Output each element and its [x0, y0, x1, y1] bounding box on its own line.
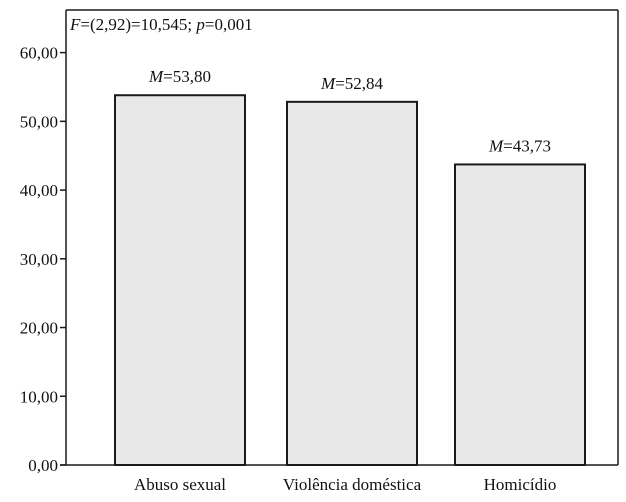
value-label-3: M=43,73 [488, 136, 551, 155]
bar-1 [114, 94, 246, 466]
bars [114, 94, 586, 467]
value-label-1: M=53,80 [148, 67, 211, 86]
category-label-2: Violência doméstica [283, 475, 422, 494]
y-tick-label-3: 30,00 [20, 250, 58, 269]
value-label-value: =43,73 [503, 136, 551, 155]
stats-part-3: =0,001 [205, 15, 253, 34]
y-tick-label-1: 10,00 [20, 387, 58, 406]
stats-part-1: =(2,92)=10,545; [80, 15, 196, 34]
value-label-prefix: M [320, 74, 336, 93]
value-label-prefix: M [148, 67, 164, 86]
plot-frame [66, 9, 619, 465]
value-label-prefix: M [488, 136, 504, 155]
y-tick-label-0: 0,00 [28, 456, 58, 475]
value-label-value: =53,80 [163, 67, 211, 86]
y-tick-label-5: 50,00 [20, 112, 58, 131]
bar-3 [454, 163, 586, 467]
value-label-2: M=52,84 [320, 74, 384, 93]
category-label-1: Abuso sexual [134, 475, 226, 494]
stats-part-0: F [69, 15, 81, 34]
category-label-3: Homicídio [484, 475, 557, 494]
stats-annotation: F=(2,92)=10,545; p=0,001 [69, 15, 253, 34]
y-tick-label-6: 60,00 [20, 44, 58, 63]
y-tick-label-2: 20,00 [20, 319, 58, 338]
y-tick-label-4: 40,00 [20, 181, 58, 200]
value-label-value: =52,84 [335, 74, 383, 93]
stats-part-2: p [195, 15, 205, 34]
bar-2 [286, 100, 418, 467]
y-axis: 0,00 10,00 20,00 30,00 40,00 50,00 60,00 [20, 10, 618, 475]
